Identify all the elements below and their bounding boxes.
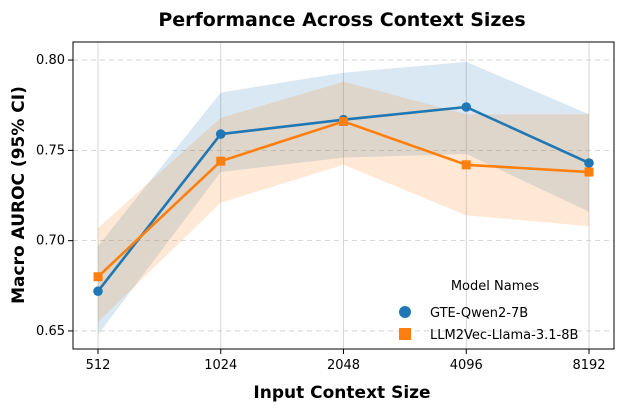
y-tick-label: 0.75 bbox=[36, 143, 65, 158]
data-point bbox=[93, 272, 103, 282]
data-point bbox=[339, 116, 348, 126]
data-point bbox=[93, 286, 103, 297]
y-tick-label: 0.80 bbox=[36, 53, 65, 68]
data-point bbox=[584, 158, 594, 168]
x-tick-label: 8192 bbox=[572, 358, 605, 373]
data-point bbox=[461, 160, 471, 170]
legend-marker bbox=[399, 328, 411, 340]
x-tick-label: 4096 bbox=[450, 358, 483, 373]
y-tick-label: 0.70 bbox=[36, 234, 65, 249]
legend: Model Names GTE-Qwen2-7B LLM2Vec-Llama-3.… bbox=[399, 279, 578, 343]
chart-title: Performance Across Context Sizes bbox=[158, 9, 525, 31]
data-point bbox=[584, 167, 594, 177]
grid bbox=[73, 42, 614, 349]
x-axis-label: Input Context Size bbox=[253, 383, 430, 403]
y-axis-ticks: 0.65 0.70 0.75 0.80 bbox=[36, 53, 73, 339]
x-axis-ticks: 512 1024 2048 4096 8192 bbox=[86, 349, 606, 373]
legend-marker bbox=[399, 306, 411, 318]
x-tick-label: 512 bbox=[86, 358, 111, 373]
y-axis-label: Macro AUROC (95% CI) bbox=[9, 86, 29, 304]
y-tick-label: 0.65 bbox=[36, 324, 65, 339]
series-lines bbox=[93, 102, 594, 297]
legend-label: GTE-Qwen2-7B bbox=[430, 306, 528, 321]
x-tick-label: 2048 bbox=[327, 358, 360, 373]
x-tick-label: 1024 bbox=[204, 358, 237, 373]
data-point bbox=[216, 156, 226, 166]
data-point bbox=[215, 129, 226, 139]
ci-band-1 bbox=[98, 81, 589, 322]
legend-title: Model Names bbox=[451, 279, 540, 294]
data-point bbox=[461, 102, 472, 112]
legend-label: LLM2Vec-Llama-3.1-8B bbox=[430, 328, 578, 343]
